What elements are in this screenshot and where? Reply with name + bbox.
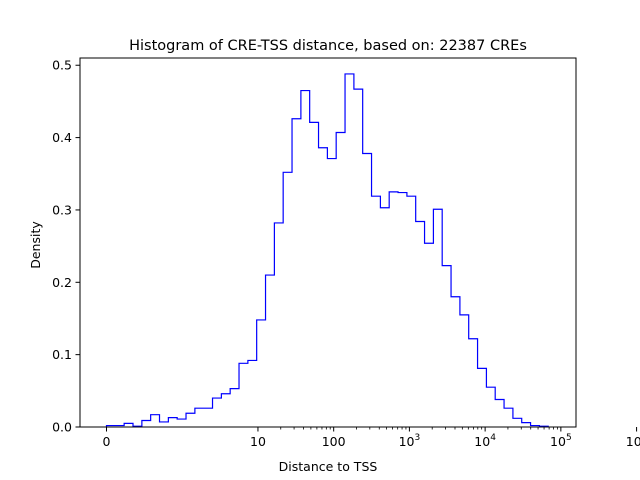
x-axis-label: Distance to TSS bbox=[279, 459, 378, 474]
x-tick-label: 103 bbox=[399, 433, 421, 449]
histogram-outline bbox=[105, 73, 549, 427]
plot-area: 0 10 100 103 104 105 106 0.0 0.1 0.2 0.3 0.4 0.5 bbox=[52, 57, 640, 449]
y-tick-label: 0.1 bbox=[52, 347, 72, 362]
y-tick-label: 0.0 bbox=[52, 420, 72, 435]
y-tick-label: 0.3 bbox=[52, 202, 72, 217]
y-tick-label: 0.4 bbox=[52, 130, 72, 145]
x-tick-label: 10 bbox=[250, 434, 266, 449]
x-tick-label: 106 bbox=[626, 433, 640, 449]
y-tick-label: 0.2 bbox=[52, 275, 72, 290]
x-tick-label: 105 bbox=[550, 433, 572, 449]
x-tick-label: 0 bbox=[103, 434, 111, 449]
y-axis-label: Density bbox=[28, 221, 43, 269]
y-tick-label: 0.5 bbox=[52, 58, 72, 73]
axes-frame bbox=[79, 57, 577, 428]
x-tick-label: 104 bbox=[474, 433, 496, 449]
chart-title: Histogram of CRE-TSS distance, based on:… bbox=[129, 38, 527, 54]
x-tick-label: 100 bbox=[322, 434, 346, 449]
